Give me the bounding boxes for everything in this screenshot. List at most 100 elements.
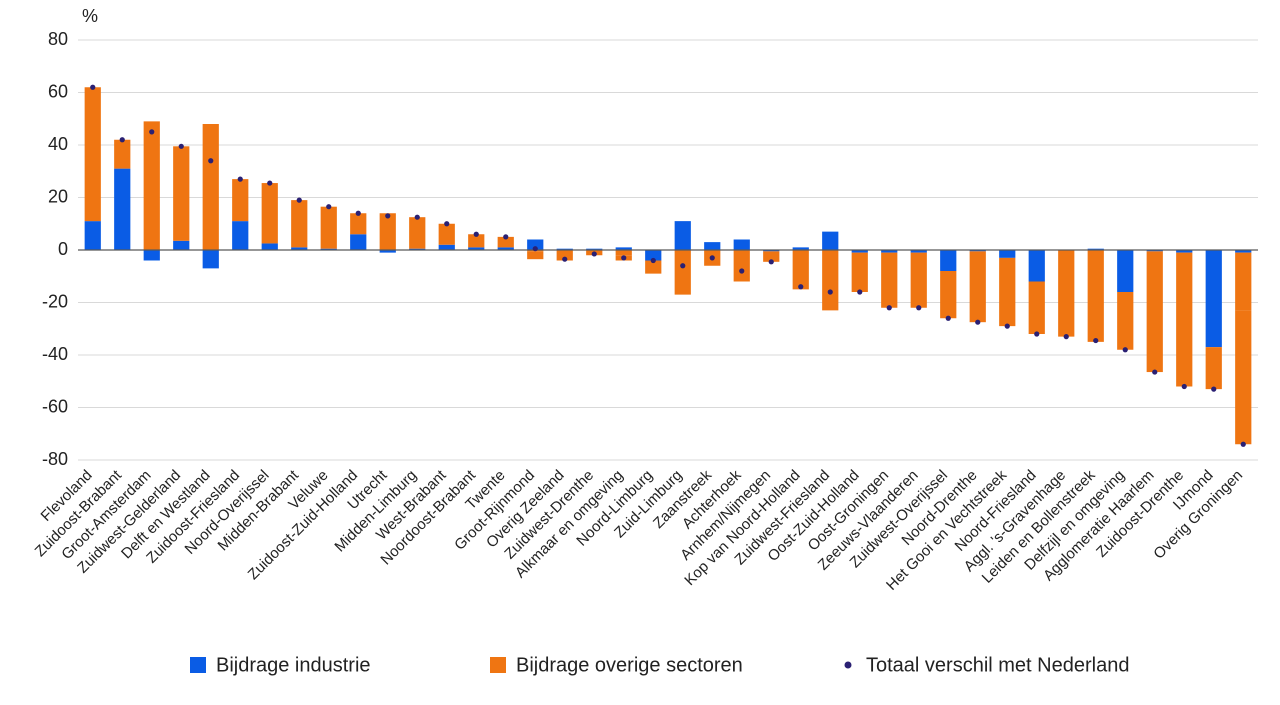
bar-industrie xyxy=(822,232,838,250)
bar-overige xyxy=(1088,250,1104,342)
bar-industrie xyxy=(173,241,189,250)
marker-totaal xyxy=(621,255,626,260)
bar-overige xyxy=(911,253,927,308)
marker-totaal xyxy=(975,320,980,325)
marker-totaal xyxy=(946,316,951,321)
marker-totaal xyxy=(1005,324,1010,329)
legend-swatch-industrie xyxy=(190,657,206,673)
legend-marker-totaal xyxy=(845,662,852,669)
marker-totaal xyxy=(503,234,508,239)
bar-industrie xyxy=(232,221,248,250)
marker-totaal xyxy=(562,257,567,262)
bar-overige xyxy=(262,183,278,243)
marker-totaal xyxy=(297,198,302,203)
marker-totaal xyxy=(651,258,656,263)
marker-totaal xyxy=(798,284,803,289)
bar-overige xyxy=(1058,250,1074,337)
bar-overige xyxy=(1117,292,1133,350)
marker-totaal xyxy=(326,204,331,209)
bar-industrie xyxy=(203,250,219,268)
bar-overige xyxy=(1235,310,1251,444)
marker-totaal xyxy=(887,305,892,310)
bar-overige xyxy=(380,213,396,250)
chart-svg: -80-60-40-20020406080%FlevolandZuidoost-… xyxy=(0,0,1280,705)
marker-totaal xyxy=(1241,442,1246,447)
marker-totaal xyxy=(592,251,597,256)
marker-totaal xyxy=(739,268,744,273)
bar-overige xyxy=(232,179,248,221)
ytick-label: -60 xyxy=(42,396,68,416)
marker-totaal xyxy=(1093,338,1098,343)
bar-overige xyxy=(321,207,337,249)
bar-overige xyxy=(822,250,838,310)
bar-overige xyxy=(144,121,160,250)
legend-label-industrie: Bijdrage industrie xyxy=(216,654,371,676)
bar-overige xyxy=(1176,253,1192,387)
bar-industrie xyxy=(350,234,366,250)
bar-overige xyxy=(439,224,455,245)
bar-overige xyxy=(1029,282,1045,335)
marker-totaal xyxy=(267,180,272,185)
marker-totaal xyxy=(710,255,715,260)
ytick-label: 60 xyxy=(48,81,68,101)
bar-overige xyxy=(734,250,750,282)
ytick-label: 80 xyxy=(48,29,68,49)
bar-industrie xyxy=(704,242,720,250)
y-unit-label: % xyxy=(82,6,98,26)
bar-overige xyxy=(527,251,543,259)
bar-industrie xyxy=(999,250,1015,258)
bar-overige xyxy=(291,200,307,247)
bar-industrie xyxy=(1117,250,1133,292)
bg xyxy=(0,0,1280,705)
ytick-label: -20 xyxy=(42,291,68,311)
bar-industrie xyxy=(144,250,160,261)
marker-totaal xyxy=(1064,334,1069,339)
bar-overige xyxy=(940,271,956,318)
legend-swatch-overige xyxy=(490,657,506,673)
bar-overige xyxy=(616,250,632,255)
bar-overige xyxy=(793,250,809,289)
bar-overige xyxy=(881,253,897,308)
ytick-label: 0 xyxy=(58,239,68,259)
bar-overige xyxy=(173,146,189,241)
legend-label-overige: Bijdrage overige sectoren xyxy=(516,654,743,676)
bar-overige xyxy=(203,124,219,250)
bar-overige xyxy=(350,213,366,234)
marker-totaal xyxy=(1034,331,1039,336)
bar-overige xyxy=(114,140,130,169)
marker-totaal xyxy=(1211,387,1216,392)
marker-totaal xyxy=(1123,347,1128,352)
marker-totaal xyxy=(680,263,685,268)
bar-industrie xyxy=(439,245,455,250)
bar-industrie xyxy=(1029,250,1045,282)
bar-overige xyxy=(1147,251,1163,372)
bar-overige xyxy=(970,251,986,322)
marker-totaal xyxy=(415,215,420,220)
marker-totaal xyxy=(1152,369,1157,374)
marker-totaal xyxy=(90,85,95,90)
marker-totaal xyxy=(120,137,125,142)
marker-totaal xyxy=(916,305,921,310)
bar-industrie xyxy=(114,169,130,250)
bar-industrie xyxy=(734,240,750,251)
legend-label-totaal: Totaal verschil met Nederland xyxy=(866,654,1129,676)
ytick-label: -80 xyxy=(42,449,68,469)
marker-totaal xyxy=(769,259,774,264)
marker-totaal xyxy=(238,177,243,182)
bar-overige xyxy=(1206,347,1222,389)
chart-container: -80-60-40-20020406080%FlevolandZuidoost-… xyxy=(0,0,1280,705)
marker-totaal xyxy=(828,289,833,294)
bar-industrie xyxy=(1206,250,1222,347)
marker-totaal xyxy=(208,158,213,163)
bar-overige xyxy=(852,253,868,292)
marker-totaal xyxy=(533,246,538,251)
ytick-label: 20 xyxy=(48,186,68,206)
bar-industrie xyxy=(262,243,278,250)
marker-totaal xyxy=(179,144,184,149)
marker-totaal xyxy=(857,289,862,294)
ytick-label: 40 xyxy=(48,134,68,154)
ytick-label: -40 xyxy=(42,344,68,364)
marker-totaal xyxy=(356,211,361,216)
marker-totaal xyxy=(385,213,390,218)
bar-overige xyxy=(1235,253,1251,311)
